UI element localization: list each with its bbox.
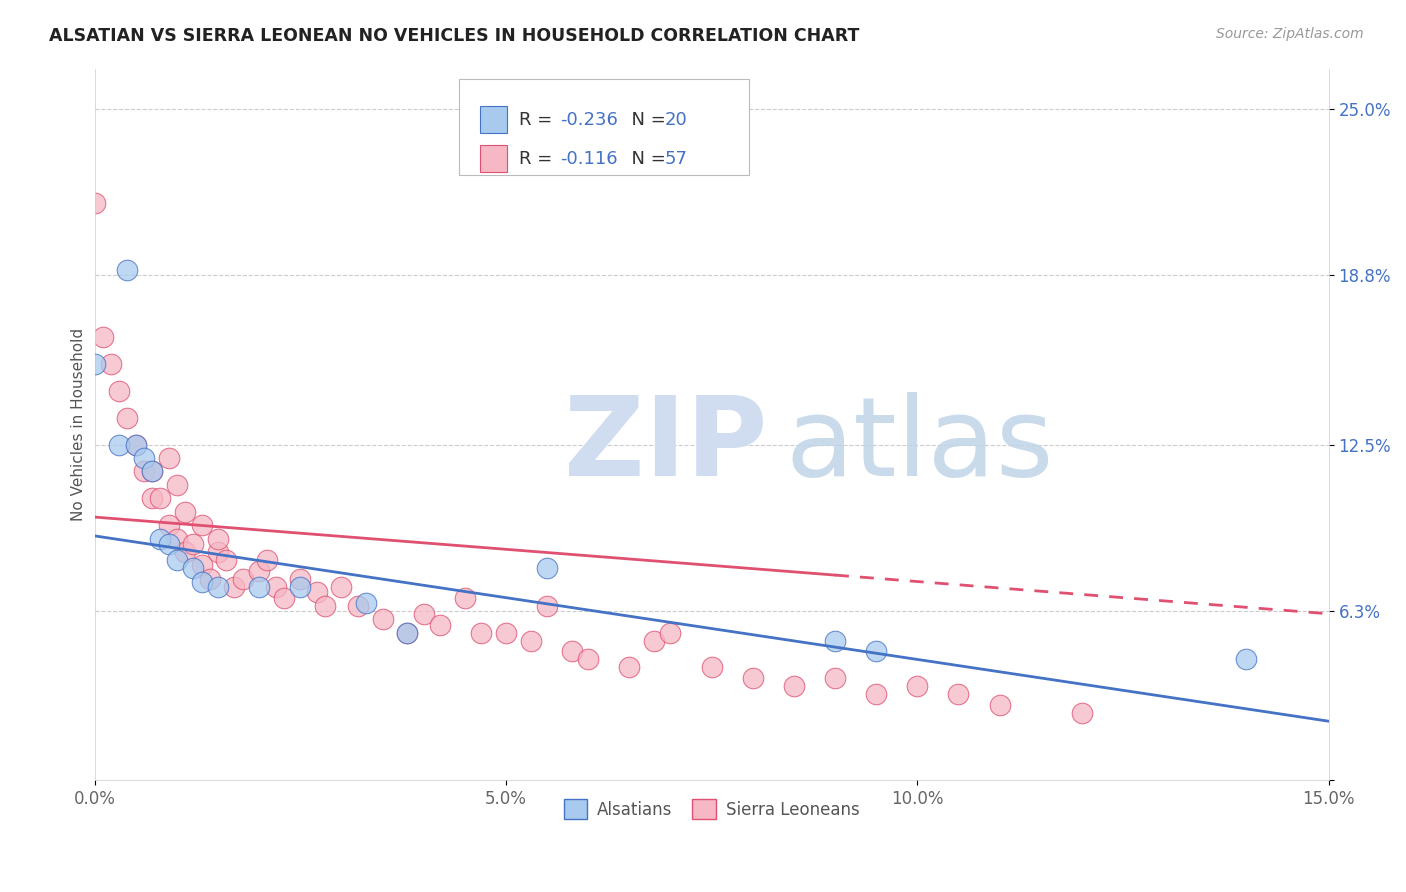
Point	[166, 478, 188, 492]
Point	[264, 580, 287, 594]
Y-axis label: No Vehicles in Household: No Vehicles in Household	[72, 328, 86, 521]
Point	[207, 545, 229, 559]
Point	[273, 591, 295, 605]
Point	[166, 532, 188, 546]
Point	[865, 644, 887, 658]
Text: ALSATIAN VS SIERRA LEONEAN NO VEHICLES IN HOUSEHOLD CORRELATION CHART: ALSATIAN VS SIERRA LEONEAN NO VEHICLES I…	[49, 27, 859, 45]
Point	[700, 660, 723, 674]
Point	[190, 558, 212, 573]
Point	[470, 625, 492, 640]
FancyBboxPatch shape	[479, 145, 506, 172]
Point	[181, 561, 204, 575]
Point	[174, 545, 197, 559]
Point	[247, 580, 270, 594]
Text: 57: 57	[665, 150, 688, 168]
Legend: Alsatians, Sierra Leoneans: Alsatians, Sierra Leoneans	[557, 793, 866, 825]
Point	[536, 561, 558, 575]
Point	[190, 518, 212, 533]
Text: ZIP: ZIP	[564, 392, 766, 500]
FancyBboxPatch shape	[479, 106, 506, 133]
Point	[149, 491, 172, 506]
Point	[429, 617, 451, 632]
Point	[619, 660, 641, 674]
Point	[83, 357, 105, 371]
Point	[157, 518, 180, 533]
Point	[132, 464, 155, 478]
Point	[412, 607, 434, 621]
Point	[741, 671, 763, 685]
Point	[290, 580, 312, 594]
Point	[643, 633, 665, 648]
FancyBboxPatch shape	[458, 79, 748, 176]
Point	[865, 687, 887, 701]
Point	[354, 596, 377, 610]
Point	[232, 572, 254, 586]
Text: 20: 20	[665, 111, 688, 128]
Point	[454, 591, 477, 605]
Point	[290, 572, 312, 586]
Point	[576, 652, 599, 666]
Text: -0.116: -0.116	[560, 150, 617, 168]
Point	[371, 612, 394, 626]
Point	[149, 532, 172, 546]
Point	[132, 450, 155, 465]
Point	[207, 532, 229, 546]
Text: Source: ZipAtlas.com: Source: ZipAtlas.com	[1216, 27, 1364, 41]
Point	[561, 644, 583, 658]
Point	[174, 505, 197, 519]
Point	[108, 437, 131, 451]
Point	[108, 384, 131, 398]
Point	[536, 599, 558, 613]
Text: N =: N =	[620, 111, 672, 128]
Point	[224, 580, 246, 594]
Point	[305, 585, 328, 599]
Point	[207, 580, 229, 594]
Point	[141, 464, 163, 478]
Point	[495, 625, 517, 640]
Point	[948, 687, 970, 701]
Point	[783, 679, 806, 693]
Point	[157, 537, 180, 551]
Point	[166, 553, 188, 567]
Point	[125, 437, 148, 451]
Point	[157, 450, 180, 465]
Point	[83, 195, 105, 210]
Point	[659, 625, 682, 640]
Point	[256, 553, 278, 567]
Point	[330, 580, 353, 594]
Text: N =: N =	[620, 150, 672, 168]
Text: -0.236: -0.236	[560, 111, 617, 128]
Point	[181, 537, 204, 551]
Point	[347, 599, 370, 613]
Point	[905, 679, 928, 693]
Point	[190, 574, 212, 589]
Point	[1070, 706, 1092, 720]
Text: atlas: atlas	[786, 392, 1054, 500]
Point	[396, 625, 419, 640]
Point	[519, 633, 541, 648]
Point	[117, 410, 139, 425]
Point	[117, 263, 139, 277]
Point	[314, 599, 336, 613]
Point	[100, 357, 122, 371]
Point	[1234, 652, 1257, 666]
Point	[125, 437, 148, 451]
Text: R =: R =	[519, 111, 558, 128]
Point	[396, 625, 419, 640]
Text: R =: R =	[519, 150, 564, 168]
Point	[141, 491, 163, 506]
Point	[824, 671, 846, 685]
Point	[215, 553, 238, 567]
Point	[198, 572, 221, 586]
Point	[988, 698, 1011, 712]
Point	[91, 330, 114, 344]
Point	[824, 633, 846, 648]
Point	[141, 464, 163, 478]
Point	[247, 564, 270, 578]
